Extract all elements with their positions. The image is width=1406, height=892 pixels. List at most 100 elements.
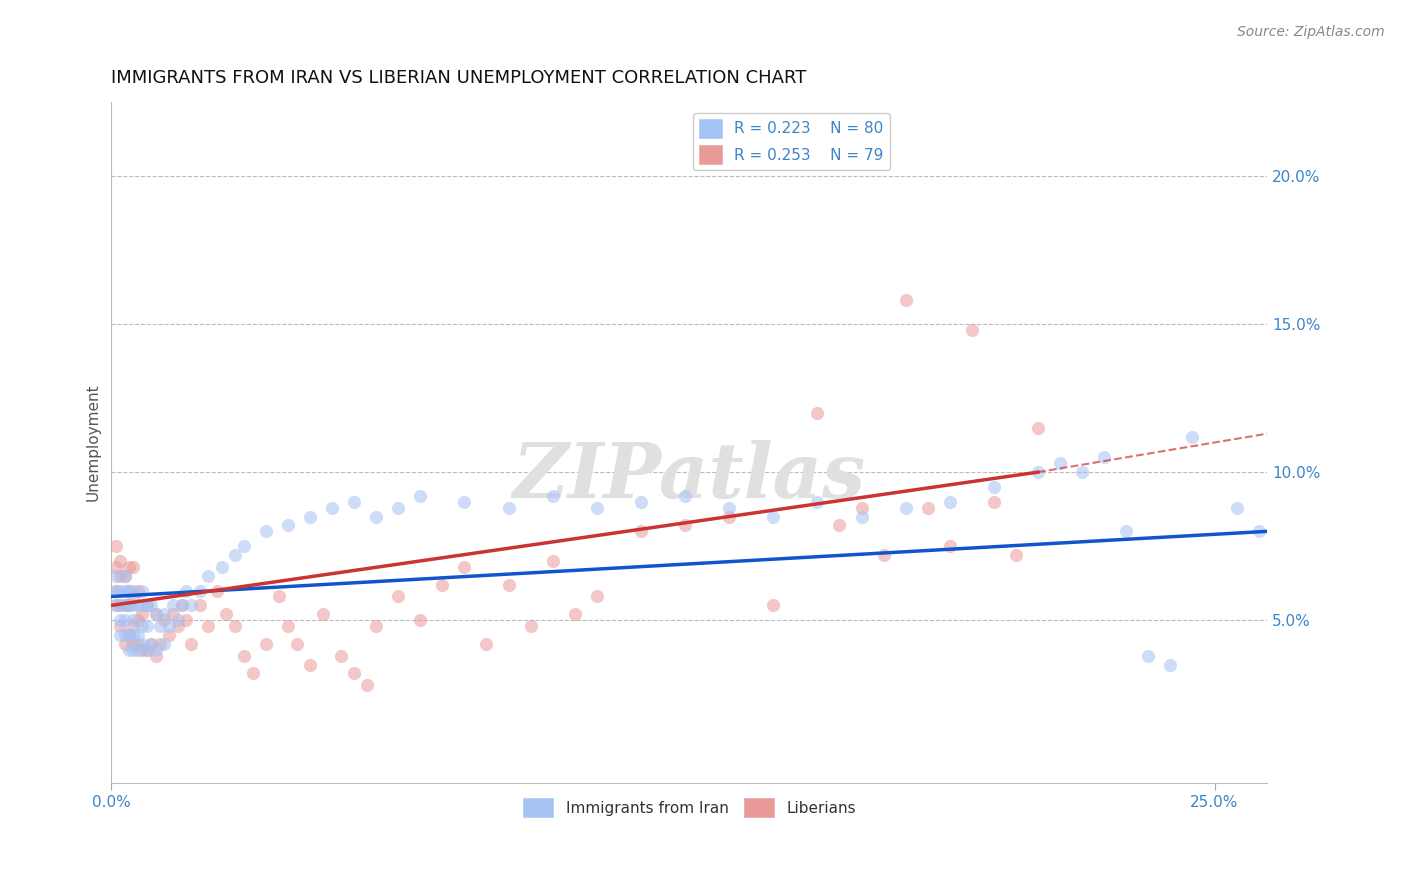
Point xyxy=(110,554,132,568)
Point xyxy=(1247,524,1270,539)
Point xyxy=(166,613,188,627)
Point xyxy=(197,619,219,633)
Point xyxy=(114,637,136,651)
Point xyxy=(104,539,127,553)
Point xyxy=(122,613,145,627)
Point xyxy=(110,619,132,633)
Point xyxy=(387,590,409,604)
Point xyxy=(118,583,141,598)
Point xyxy=(118,628,141,642)
Point xyxy=(153,613,176,627)
Point xyxy=(1159,657,1181,672)
Point xyxy=(135,599,157,613)
Point xyxy=(157,619,180,633)
Legend: Immigrants from Iran, Liberians: Immigrants from Iran, Liberians xyxy=(516,792,862,823)
Point xyxy=(1137,648,1160,663)
Point xyxy=(127,628,149,642)
Point xyxy=(127,637,149,651)
Point xyxy=(828,518,851,533)
Point xyxy=(224,619,246,633)
Point xyxy=(1005,548,1028,562)
Point xyxy=(188,583,211,598)
Point xyxy=(104,560,127,574)
Point xyxy=(356,678,378,692)
Point xyxy=(139,599,162,613)
Point xyxy=(110,568,132,582)
Point xyxy=(114,599,136,613)
Point xyxy=(104,583,127,598)
Point xyxy=(162,607,184,622)
Point xyxy=(110,599,132,613)
Point xyxy=(366,509,388,524)
Point xyxy=(188,599,211,613)
Point xyxy=(135,642,157,657)
Point xyxy=(122,637,145,651)
Point xyxy=(894,293,917,308)
Text: Source: ZipAtlas.com: Source: ZipAtlas.com xyxy=(1237,25,1385,39)
Point xyxy=(131,599,153,613)
Point xyxy=(118,599,141,613)
Point xyxy=(277,619,299,633)
Point xyxy=(1181,429,1204,443)
Point xyxy=(343,494,366,508)
Point xyxy=(114,583,136,598)
Point xyxy=(519,619,541,633)
Point xyxy=(1071,465,1094,479)
Point xyxy=(104,568,127,582)
Point xyxy=(329,648,352,663)
Point xyxy=(127,583,149,598)
Point xyxy=(298,657,321,672)
Point xyxy=(983,480,1005,494)
Point xyxy=(254,637,277,651)
Point xyxy=(232,539,254,553)
Point xyxy=(312,607,335,622)
Point xyxy=(157,628,180,642)
Point xyxy=(498,500,520,515)
Point xyxy=(122,619,145,633)
Point xyxy=(366,619,388,633)
Point xyxy=(453,494,475,508)
Point xyxy=(122,560,145,574)
Point xyxy=(298,509,321,524)
Point xyxy=(939,494,962,508)
Point xyxy=(118,642,141,657)
Point xyxy=(145,607,167,622)
Point xyxy=(851,500,873,515)
Point xyxy=(762,509,785,524)
Point xyxy=(1026,465,1049,479)
Point xyxy=(104,599,127,613)
Point xyxy=(176,583,198,598)
Point xyxy=(127,599,149,613)
Point xyxy=(110,613,132,627)
Point xyxy=(232,648,254,663)
Point xyxy=(135,599,157,613)
Point xyxy=(894,500,917,515)
Point xyxy=(960,323,983,337)
Point xyxy=(211,560,233,574)
Point xyxy=(224,548,246,562)
Point xyxy=(110,599,132,613)
Point xyxy=(718,509,741,524)
Point xyxy=(104,583,127,598)
Point xyxy=(215,607,238,622)
Point xyxy=(127,642,149,657)
Point xyxy=(153,637,176,651)
Point xyxy=(166,619,188,633)
Point xyxy=(149,619,172,633)
Point xyxy=(1092,450,1115,465)
Point xyxy=(114,568,136,582)
Point xyxy=(242,666,264,681)
Point xyxy=(983,494,1005,508)
Point xyxy=(139,637,162,651)
Point xyxy=(585,500,607,515)
Point xyxy=(585,590,607,604)
Point xyxy=(409,613,432,627)
Point xyxy=(453,560,475,574)
Point xyxy=(118,583,141,598)
Point xyxy=(118,599,141,613)
Point xyxy=(131,637,153,651)
Point xyxy=(872,548,894,562)
Text: ZIPatlas: ZIPatlas xyxy=(513,440,866,514)
Point xyxy=(1049,456,1071,470)
Point xyxy=(114,613,136,627)
